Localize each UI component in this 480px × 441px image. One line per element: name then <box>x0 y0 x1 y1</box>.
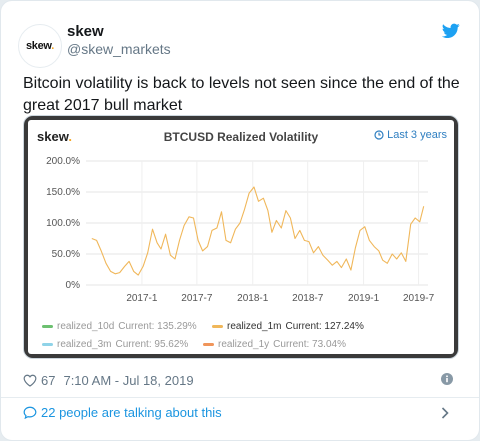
range-selector[interactable]: Last 3 years <box>374 129 447 141</box>
info-icon[interactable] <box>441 373 453 385</box>
avatar[interactable]: skew. <box>18 24 62 68</box>
y-tick-label: 200.0% <box>46 156 80 167</box>
y-tick-label: 50.0% <box>52 249 80 260</box>
chart-title: BTCUSD Realized Volatility <box>163 130 319 144</box>
twitter-bird-icon[interactable] <box>442 23 460 39</box>
like-count[interactable]: 67 <box>41 373 56 388</box>
y-tick-label: 100.0% <box>46 218 80 229</box>
legend-item-realized-1m[interactable]: realized_1m Current: 127.24% <box>212 321 364 332</box>
avatar-logo: skew. <box>25 40 55 52</box>
x-tick-label: 2019-1 <box>348 293 380 304</box>
range-label: Last 3 years <box>387 129 447 141</box>
legend-item-realized-1y[interactable]: realized_1y Current: 73.04% <box>203 339 346 350</box>
legend-swatch <box>203 343 214 346</box>
chart-logo: skew. <box>37 129 72 144</box>
display-name[interactable]: skew <box>67 23 104 40</box>
legend-current: Current: 135.29% <box>118 321 197 332</box>
legend-current: Current: 127.24% <box>285 321 364 332</box>
legend-swatch <box>42 343 53 346</box>
x-tick-label: 2018-7 <box>292 293 324 304</box>
chat-bubble-icon <box>23 406 37 419</box>
user-handle[interactable]: @skew_markets <box>67 41 171 57</box>
divider <box>1 397 479 398</box>
clock-icon <box>374 130 384 140</box>
x-tick-label: 2019-7 <box>403 293 435 304</box>
x-tick-label: 2018-1 <box>237 293 269 304</box>
chevron-right-icon[interactable] <box>441 407 449 419</box>
x-tick-label: 2017-7 <box>181 293 213 304</box>
heart-icon[interactable] <box>23 374 37 387</box>
legend-swatch <box>212 325 223 328</box>
legend-item-realized-10d[interactable]: realized_10d Current: 135.29% <box>42 321 197 332</box>
chart-panel: skew. BTCUSD Realized Volatility Last 3 … <box>28 120 454 354</box>
y-tick-label: 150.0% <box>46 187 80 198</box>
talking-label: 22 people are talking about this <box>41 405 222 420</box>
tweet-text: Bitcoin volatility is back to levels not… <box>23 75 460 114</box>
volatility-chart: 200.0% 150.0% 100.0% 50.0% 0% 2017-1 2017-7 201… <box>46 156 435 304</box>
legend-label: realized_10d <box>57 321 115 332</box>
legend-current: Current: 73.04% <box>273 339 346 350</box>
legend-item-realized-3m[interactable]: realized_3m Current: 95.62% <box>42 339 188 350</box>
legend-label: realized_1m <box>227 321 282 332</box>
x-tick-label: 2017-1 <box>126 293 158 304</box>
legend-label: realized_3m <box>57 339 112 350</box>
timestamp[interactable]: 7:10 AM - Jul 18, 2019 <box>63 373 194 388</box>
legend-swatch <box>42 325 53 328</box>
chart-image[interactable]: skew. BTCUSD Realized Volatility Last 3 … <box>23 115 459 359</box>
legend-current: Current: 95.62% <box>115 339 189 350</box>
series-line-realized-1m <box>91 186 425 276</box>
legend-label: realized_1y <box>218 339 270 350</box>
tweet-meta: 67 7:10 AM - Jul 18, 2019 <box>23 373 194 388</box>
y-tick-label: 0% <box>66 280 81 291</box>
conversation-link[interactable]: 22 people are talking about this <box>23 405 222 420</box>
